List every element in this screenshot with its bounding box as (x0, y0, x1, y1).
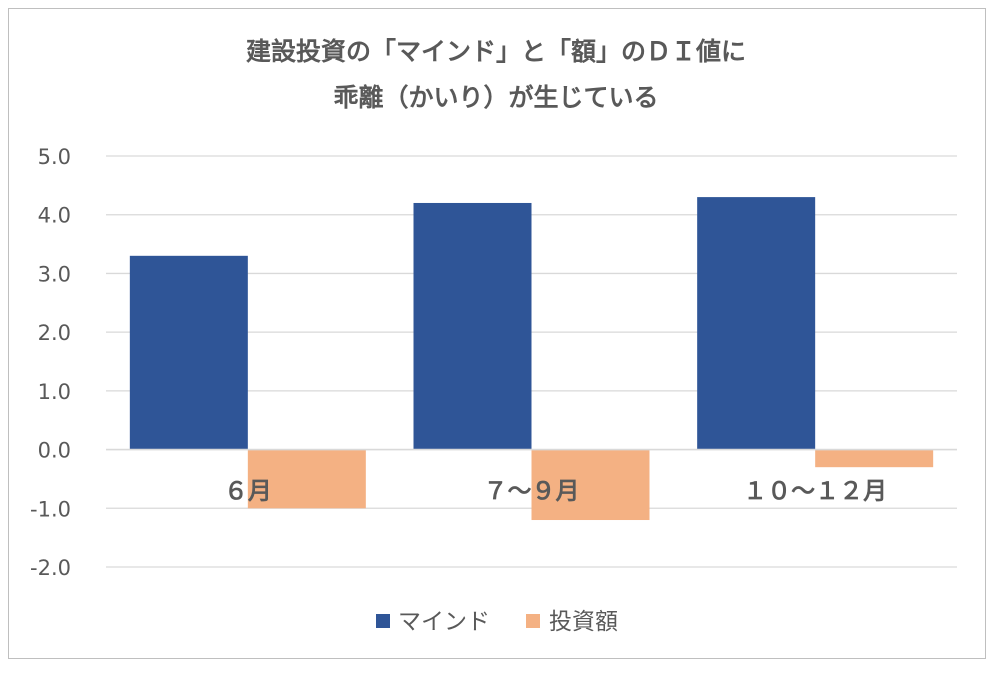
y-tick-label: 5.0 (38, 145, 71, 169)
category-label: ７～９月 (484, 477, 580, 505)
chart-title-line-2: 乖離（かいり）が生じている (333, 83, 658, 112)
category-label: １０～１２月 (743, 477, 887, 505)
y-tick-label: -1.0 (30, 497, 71, 521)
bar-mindset-1 (413, 202, 532, 450)
bar-mindset-2 (697, 197, 816, 450)
legend-swatch (376, 614, 390, 628)
y-axis-ticks: 5.0 4.0 3.0 2.0 1.0 0.0 -1.0 -2.0 (30, 145, 71, 580)
bar-investment-2 (815, 449, 934, 468)
chart-title-line-1: 建設投資の「マインド」と「額」のＤＩ値に (246, 37, 746, 66)
legend-swatch (526, 614, 540, 628)
y-tick-label: -2.0 (30, 556, 71, 580)
bar-mindset-0 (129, 255, 248, 450)
legend: マインド 投資額 (376, 609, 618, 635)
bar-investment-1 (531, 449, 650, 521)
bars (129, 197, 934, 521)
y-tick-label: 0.0 (38, 439, 71, 463)
y-tick-label: 2.0 (38, 321, 71, 345)
category-label: ６月 (224, 477, 272, 505)
chart-title: 建設投資の「マインド」と「額」のＤＩ値に 乖離（かいり）が生じている (246, 37, 746, 112)
category-labels: ６月 ７～９月 １０～１２月 (224, 477, 887, 505)
legend-label: マインド (398, 609, 490, 635)
y-tick-label: 4.0 (38, 204, 71, 228)
bar-investment-0 (247, 449, 366, 509)
y-tick-label: 3.0 (38, 262, 71, 286)
y-tick-label: 1.0 (38, 380, 71, 404)
legend-label: 投資額 (549, 609, 618, 635)
